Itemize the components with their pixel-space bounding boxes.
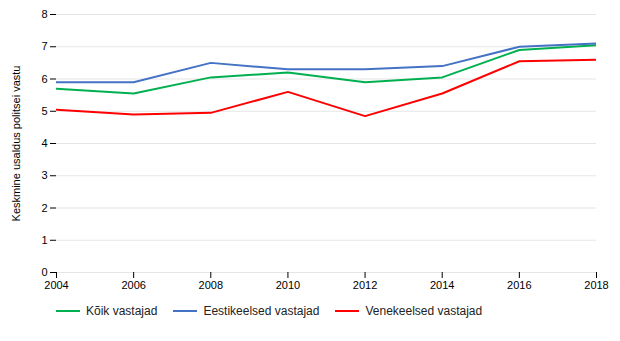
svg-text:7: 7: [41, 40, 47, 52]
html-text:Venekeelsed vastajad: Venekeelsed vastajad: [365, 304, 483, 318]
svg-text:2014: 2014: [430, 279, 454, 291]
svg-text:2010: 2010: [276, 279, 300, 291]
svg-text:2016: 2016: [507, 279, 531, 291]
svg-text:1: 1: [41, 234, 47, 246]
html-text:Kõik vastajad: Kõik vastajad: [86, 304, 158, 318]
svg-text:8: 8: [41, 8, 47, 20]
svg-text:0: 0: [41, 266, 47, 278]
svg-text:4: 4: [41, 137, 47, 149]
svg-text:3: 3: [41, 169, 47, 181]
svg-text:2008: 2008: [199, 279, 223, 291]
html-text:Eestikeelsed vastajad: Eestikeelsed vastajad: [203, 304, 320, 318]
svg-text:2: 2: [41, 202, 47, 214]
svg-text:6: 6: [41, 73, 47, 85]
svg-text:2006: 2006: [121, 279, 145, 291]
svg-text:2012: 2012: [353, 279, 377, 291]
svg-text:2018: 2018: [584, 279, 608, 291]
svg-text:Keskmine usaldus politsei vast: Keskmine usaldus politsei vastu: [10, 66, 22, 222]
svg-text:5: 5: [41, 105, 47, 117]
svg-text:2004: 2004: [44, 279, 68, 291]
